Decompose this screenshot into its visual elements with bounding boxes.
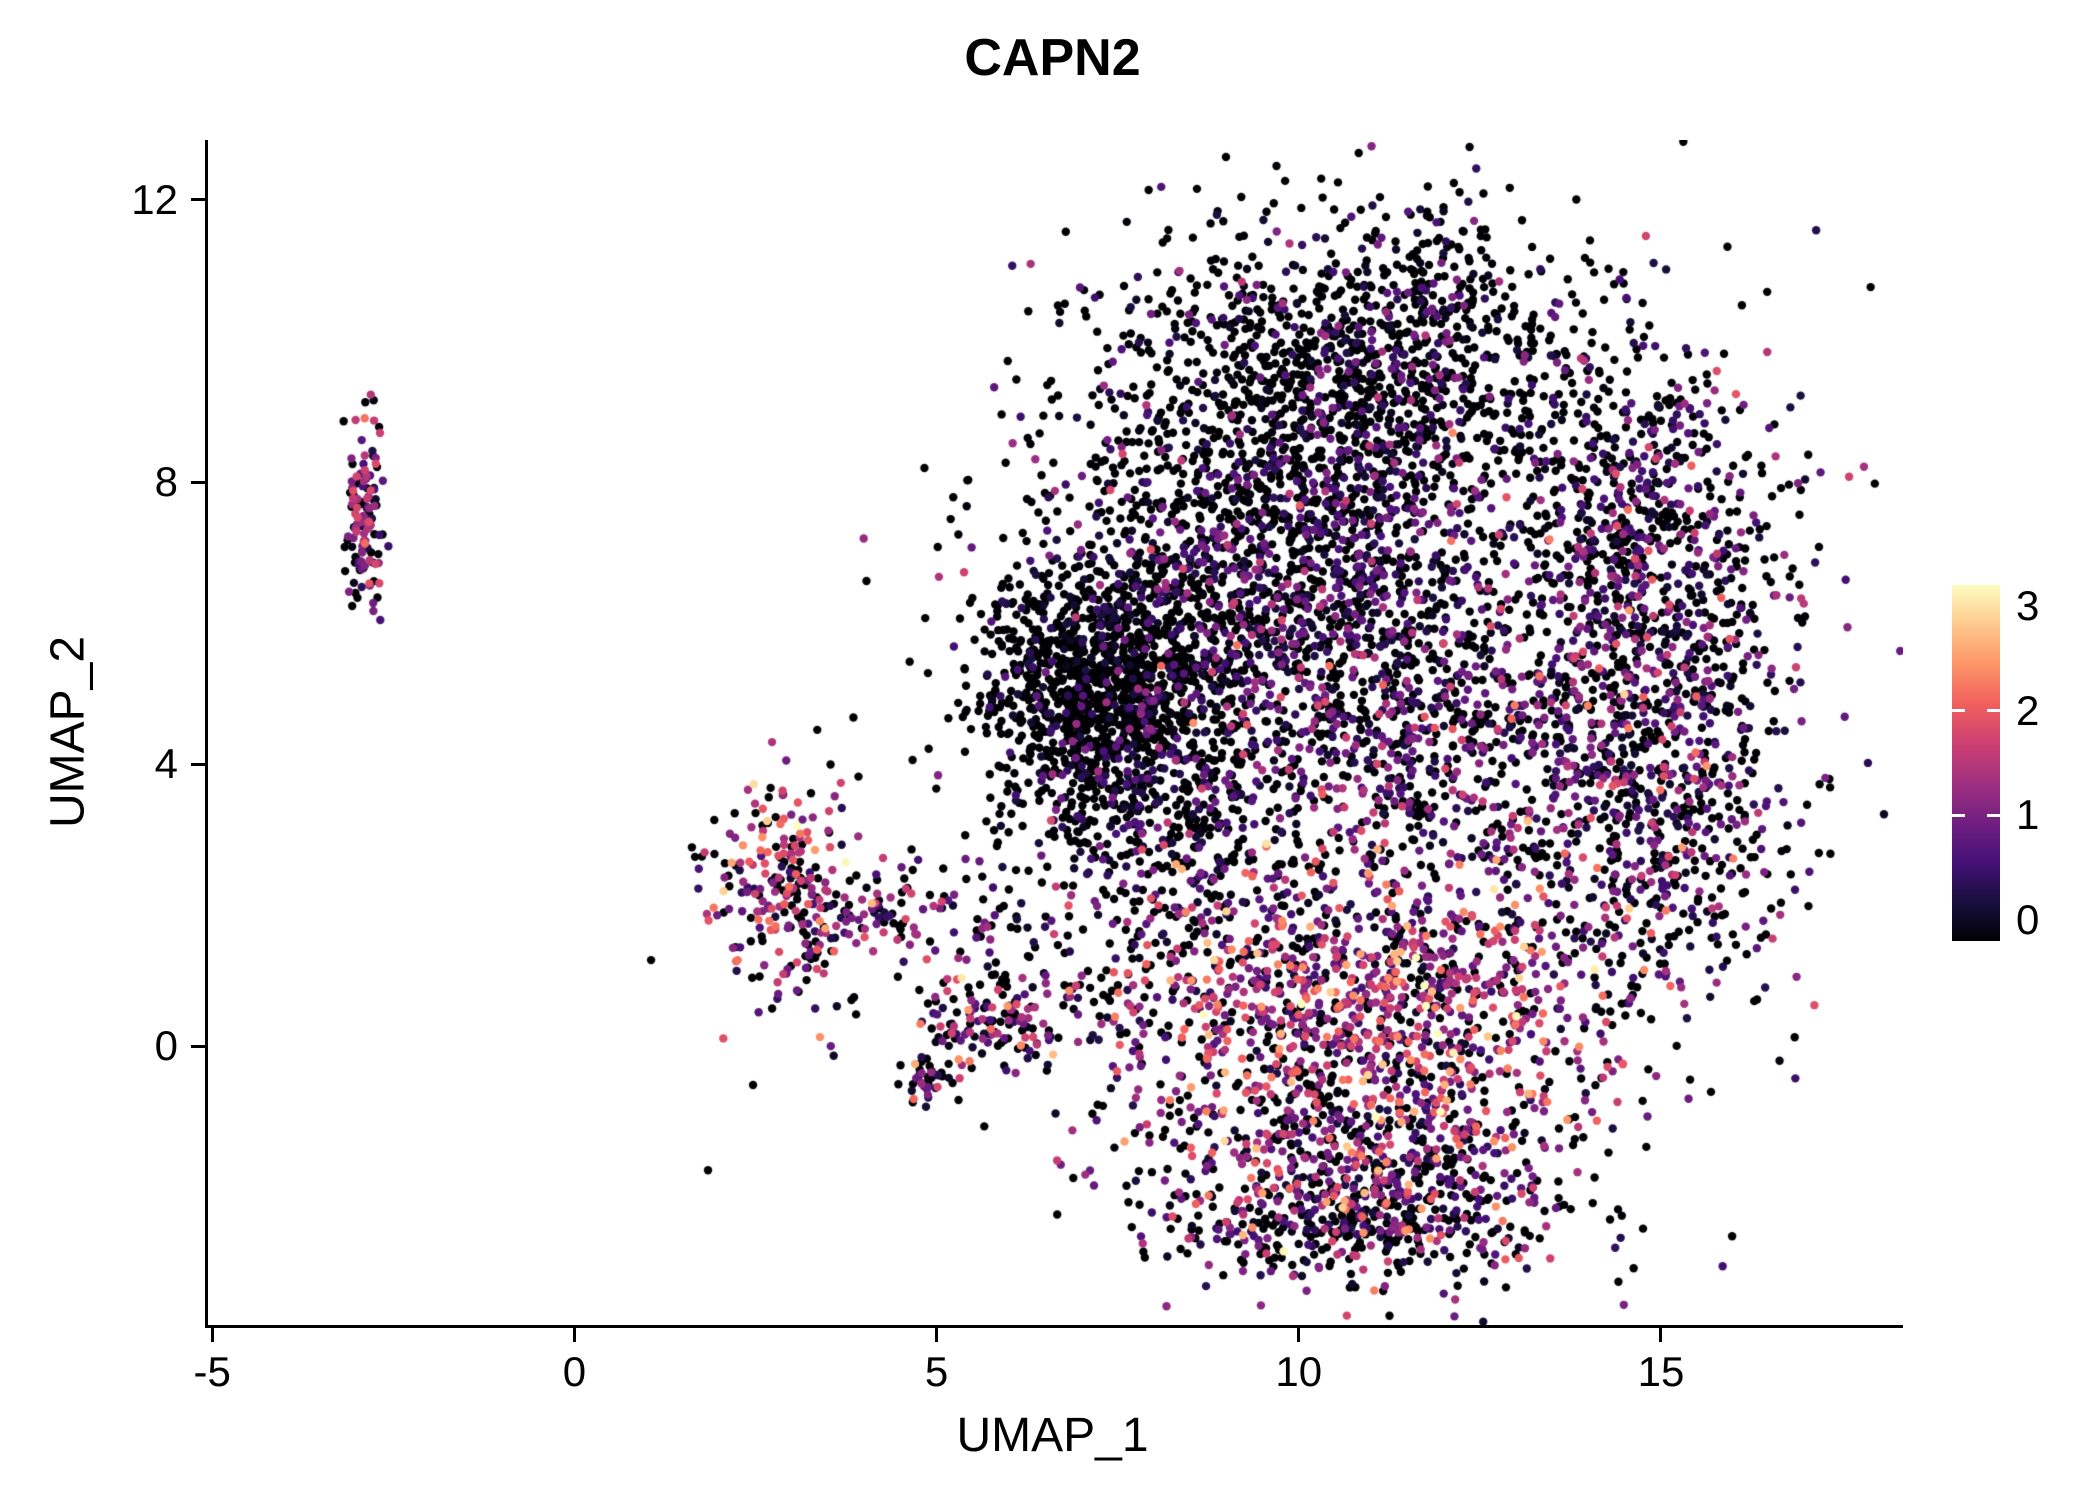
- x-tick-mark: [1659, 1328, 1663, 1342]
- colorbar-tick-label: 0: [2016, 896, 2040, 944]
- y-tick-label: 0: [154, 1022, 178, 1070]
- x-tick-label: -5: [193, 1348, 231, 1395]
- colorbar-tick-label: 3: [2016, 581, 2040, 629]
- x-tick-label: 10: [1275, 1348, 1323, 1395]
- y-tick-mark: [191, 762, 205, 766]
- y-tick-label: 4: [154, 740, 178, 788]
- y-axis-label: UMAP_2: [41, 635, 95, 829]
- colorbar-gradient: [1952, 585, 2000, 941]
- y-tick-mark: [191, 198, 205, 202]
- colorbar-tick-mark: [1952, 813, 1965, 817]
- x-tick-mark: [210, 1328, 214, 1342]
- colorbar-tick-label: 1: [2016, 791, 2040, 839]
- colorbar-tick-mark: [1987, 709, 2000, 713]
- x-tick-label: 15: [1637, 1348, 1685, 1395]
- x-tick-label: 5: [924, 1348, 949, 1395]
- plot-title: CAPN2: [964, 29, 1141, 87]
- colorbar-tick-mark: [1987, 813, 2000, 817]
- x-axis-label: UMAP_1: [956, 1409, 1149, 1462]
- y-tick-mark: [191, 1044, 205, 1048]
- y-tick-label: 12: [131, 175, 178, 223]
- y-tick-mark: [191, 480, 205, 484]
- colorbar-tick-mark: [1952, 709, 1965, 713]
- x-tick-label: 0: [562, 1348, 587, 1395]
- plot-panel: [205, 140, 1903, 1328]
- y-tick-label: 8: [154, 458, 178, 506]
- x-tick-mark: [572, 1328, 576, 1342]
- x-tick-mark: [935, 1328, 939, 1342]
- scatter-canvas: [208, 140, 1903, 1325]
- x-tick-mark: [1297, 1328, 1301, 1342]
- colorbar-tick-label: 2: [2016, 686, 2040, 734]
